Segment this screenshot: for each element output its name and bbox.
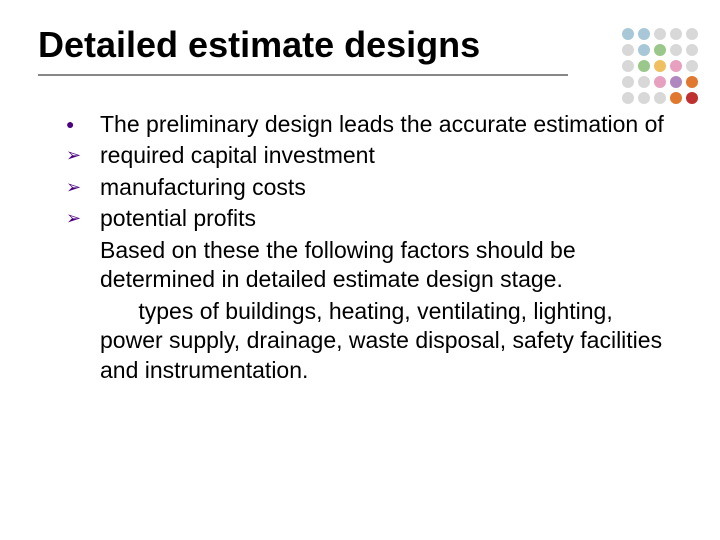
dot-icon bbox=[654, 44, 666, 56]
bullet-item: potential profits bbox=[66, 204, 676, 233]
body-content: The preliminary design leads the accurat… bbox=[66, 110, 676, 387]
decorative-dot-grid bbox=[622, 28, 698, 104]
bullet-arrow-icon bbox=[66, 204, 100, 233]
dot-icon bbox=[670, 76, 682, 88]
title-underline bbox=[38, 74, 568, 76]
dot-icon bbox=[622, 92, 634, 104]
bullet-arrow-icon bbox=[66, 141, 100, 170]
dot-icon bbox=[654, 92, 666, 104]
dot-icon bbox=[638, 92, 650, 104]
dot-icon bbox=[638, 60, 650, 72]
slide: Detailed estimate designs The preliminar… bbox=[0, 0, 720, 540]
dot-icon bbox=[686, 28, 698, 40]
dot-icon bbox=[670, 60, 682, 72]
dot-icon bbox=[622, 76, 634, 88]
dot-icon bbox=[622, 28, 634, 40]
dot-icon bbox=[670, 28, 682, 40]
dot-icon bbox=[686, 92, 698, 104]
dot-icon bbox=[686, 44, 698, 56]
dot-icon bbox=[654, 28, 666, 40]
bullet-item: The preliminary design leads the accurat… bbox=[66, 110, 676, 139]
dot-icon bbox=[670, 92, 682, 104]
bullet-dot-icon bbox=[66, 110, 100, 139]
bullet-text: The preliminary design leads the accurat… bbox=[100, 110, 676, 139]
dot-icon bbox=[638, 28, 650, 40]
bullet-text: required capital investment bbox=[100, 141, 676, 170]
slide-title: Detailed estimate designs bbox=[38, 24, 480, 66]
dot-icon bbox=[622, 44, 634, 56]
bullet-item: required capital investment bbox=[66, 141, 676, 170]
bullet-text: manufacturing costs bbox=[100, 173, 676, 202]
dot-icon bbox=[638, 44, 650, 56]
bullet-item: manufacturing costs bbox=[66, 173, 676, 202]
bullet-text: potential profits bbox=[100, 204, 676, 233]
continuation-text: types of buildings, heating, ventilating… bbox=[66, 297, 676, 385]
bullet-arrow-icon bbox=[66, 173, 100, 202]
dot-icon bbox=[686, 76, 698, 88]
dot-icon bbox=[670, 44, 682, 56]
dot-icon bbox=[686, 60, 698, 72]
dot-icon bbox=[654, 60, 666, 72]
dot-icon bbox=[622, 60, 634, 72]
dot-icon bbox=[654, 76, 666, 88]
continuation-text: Based on these the following factors sho… bbox=[66, 236, 676, 295]
dot-icon bbox=[638, 76, 650, 88]
